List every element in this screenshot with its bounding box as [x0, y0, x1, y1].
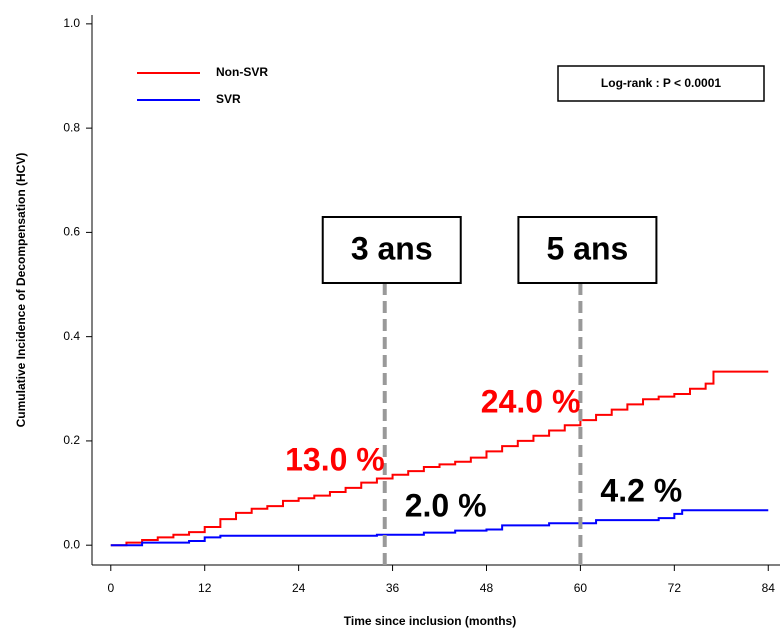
- legend-label: Non-SVR: [216, 65, 268, 79]
- marker-label: 3 ans: [351, 230, 433, 266]
- y-tick-label: 0.0: [63, 537, 80, 551]
- non-svr-label: 13.0 %: [285, 441, 385, 477]
- x-tick-label: 48: [480, 581, 494, 595]
- y-axis-title: Cumulative Incidence of Decompensation (…: [14, 153, 28, 428]
- x-tick-label: 72: [668, 581, 682, 595]
- svr-label: 2.0 %: [405, 487, 487, 523]
- x-axis-title: Time since inclusion (months): [344, 614, 516, 628]
- y-tick-label: 0.6: [63, 225, 80, 239]
- survival-curve: [110, 370, 769, 547]
- x-tick-label: 60: [574, 581, 588, 595]
- logrank-box: [557, 65, 765, 102]
- survival-curve: [110, 509, 769, 547]
- y-tick-label: 1.0: [63, 16, 80, 30]
- svr-label: 4.2 %: [600, 472, 682, 508]
- y-tick-label: 0.8: [63, 120, 80, 134]
- x-tick-label: 24: [292, 581, 306, 595]
- y-tick-label: 0.2: [63, 433, 80, 447]
- x-tick-label: 0: [107, 581, 114, 595]
- marker-box: [517, 216, 658, 284]
- legend-label: SVR: [216, 92, 241, 106]
- x-tick-label: 84: [762, 581, 776, 595]
- x-tick-label: 36: [386, 581, 400, 595]
- marker-box: [321, 216, 462, 284]
- marker-label: 5 ans: [546, 230, 628, 266]
- x-tick-label: 12: [198, 581, 212, 595]
- logrank-text: Log-rank : P < 0.0001: [601, 76, 721, 90]
- y-tick-label: 0.4: [63, 329, 80, 343]
- non-svr-label: 24.0 %: [481, 383, 581, 419]
